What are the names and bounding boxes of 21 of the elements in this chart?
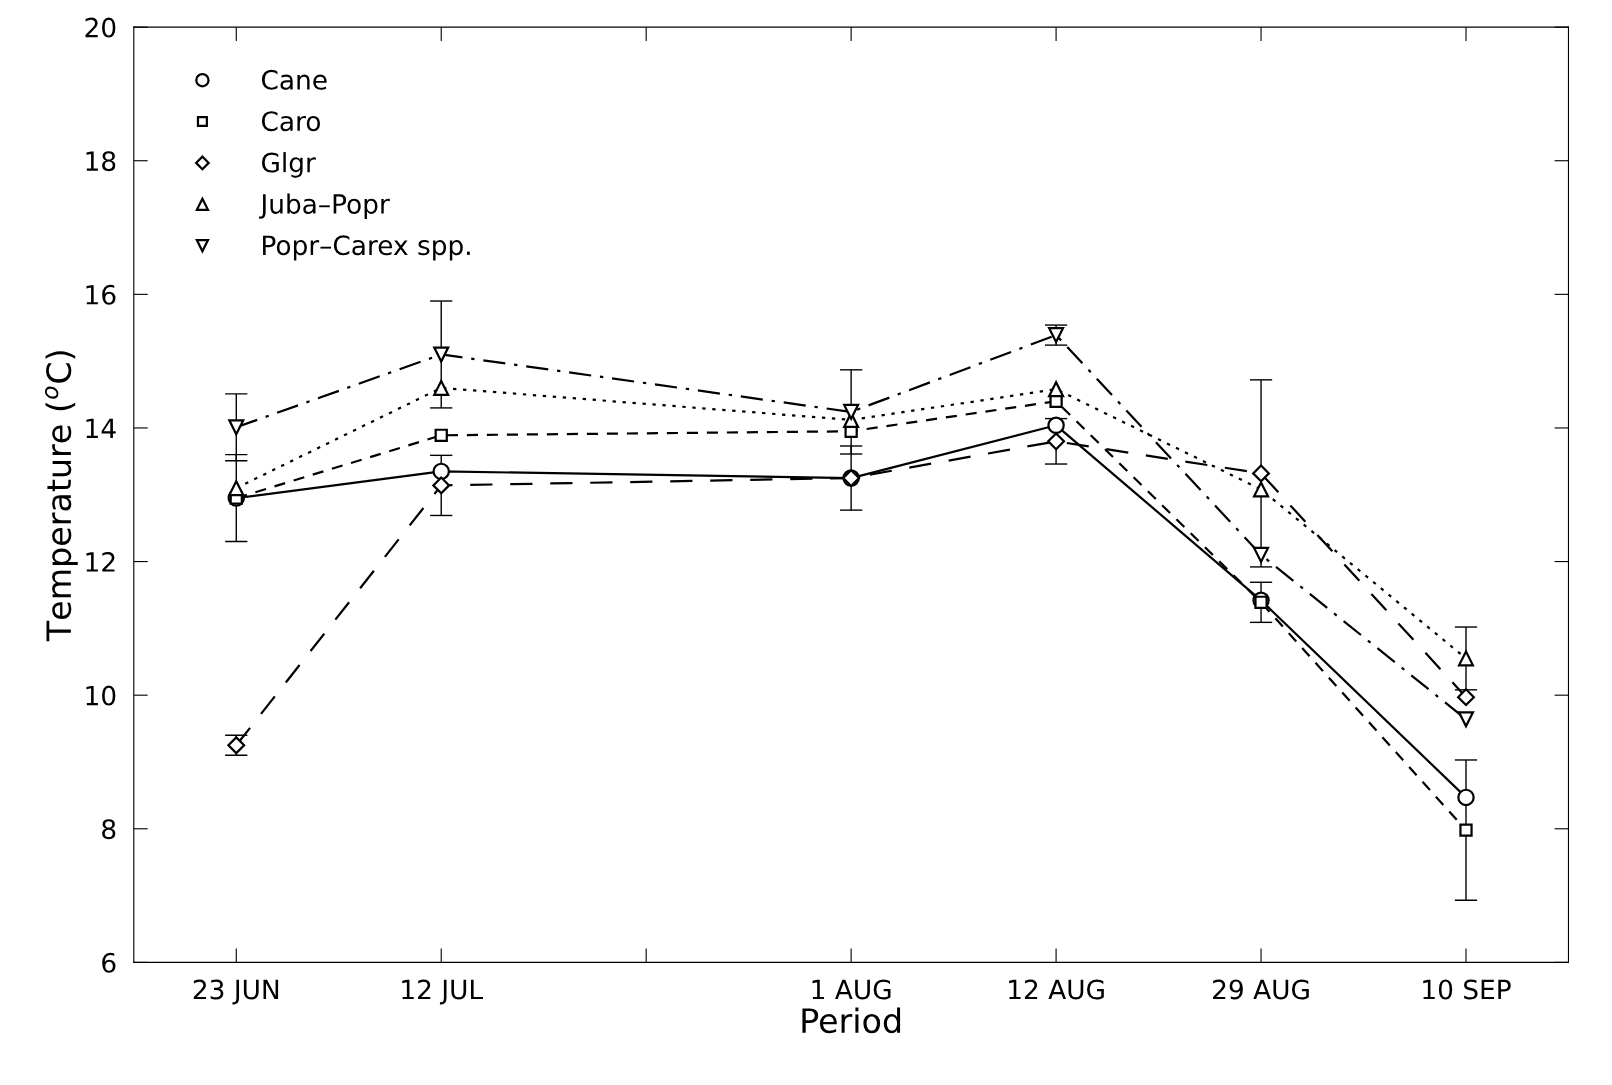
x-tick-label: 12 JUL bbox=[402, 979, 483, 1005]
y-tick-label: 14 bbox=[86, 418, 116, 438]
y-tick-label: 16 bbox=[86, 284, 116, 305]
y-tick-label: 18 bbox=[86, 151, 116, 172]
y-tick-label: 12 bbox=[86, 552, 115, 572]
legend-label: Popr–Carex spp. bbox=[263, 235, 470, 261]
legend-label: Glgr bbox=[261, 152, 316, 178]
x-tick-label: 10 SEP bbox=[1423, 979, 1511, 1000]
y-tick-label: 20 bbox=[85, 17, 116, 38]
legend-label: Juba–Popr bbox=[259, 193, 390, 220]
legend-label: Caro bbox=[261, 111, 321, 132]
x-tick-label: 29 AUG bbox=[1213, 979, 1309, 1000]
y-axis-title: Temperature ($^{o}$C) bbox=[44, 351, 78, 642]
y-tick-label: 8 bbox=[102, 819, 116, 840]
y-tick-label: 10 bbox=[86, 685, 116, 706]
x-tick-label: 23 JUN bbox=[193, 979, 279, 1005]
x-tick-label: 12 AUG bbox=[1009, 979, 1104, 1000]
x-axis-title: Period bbox=[802, 1007, 901, 1034]
legend-label: Cane bbox=[261, 69, 327, 90]
x-tick-label: 1 AUG bbox=[812, 979, 891, 1000]
y-tick-label: 6 bbox=[102, 952, 116, 973]
